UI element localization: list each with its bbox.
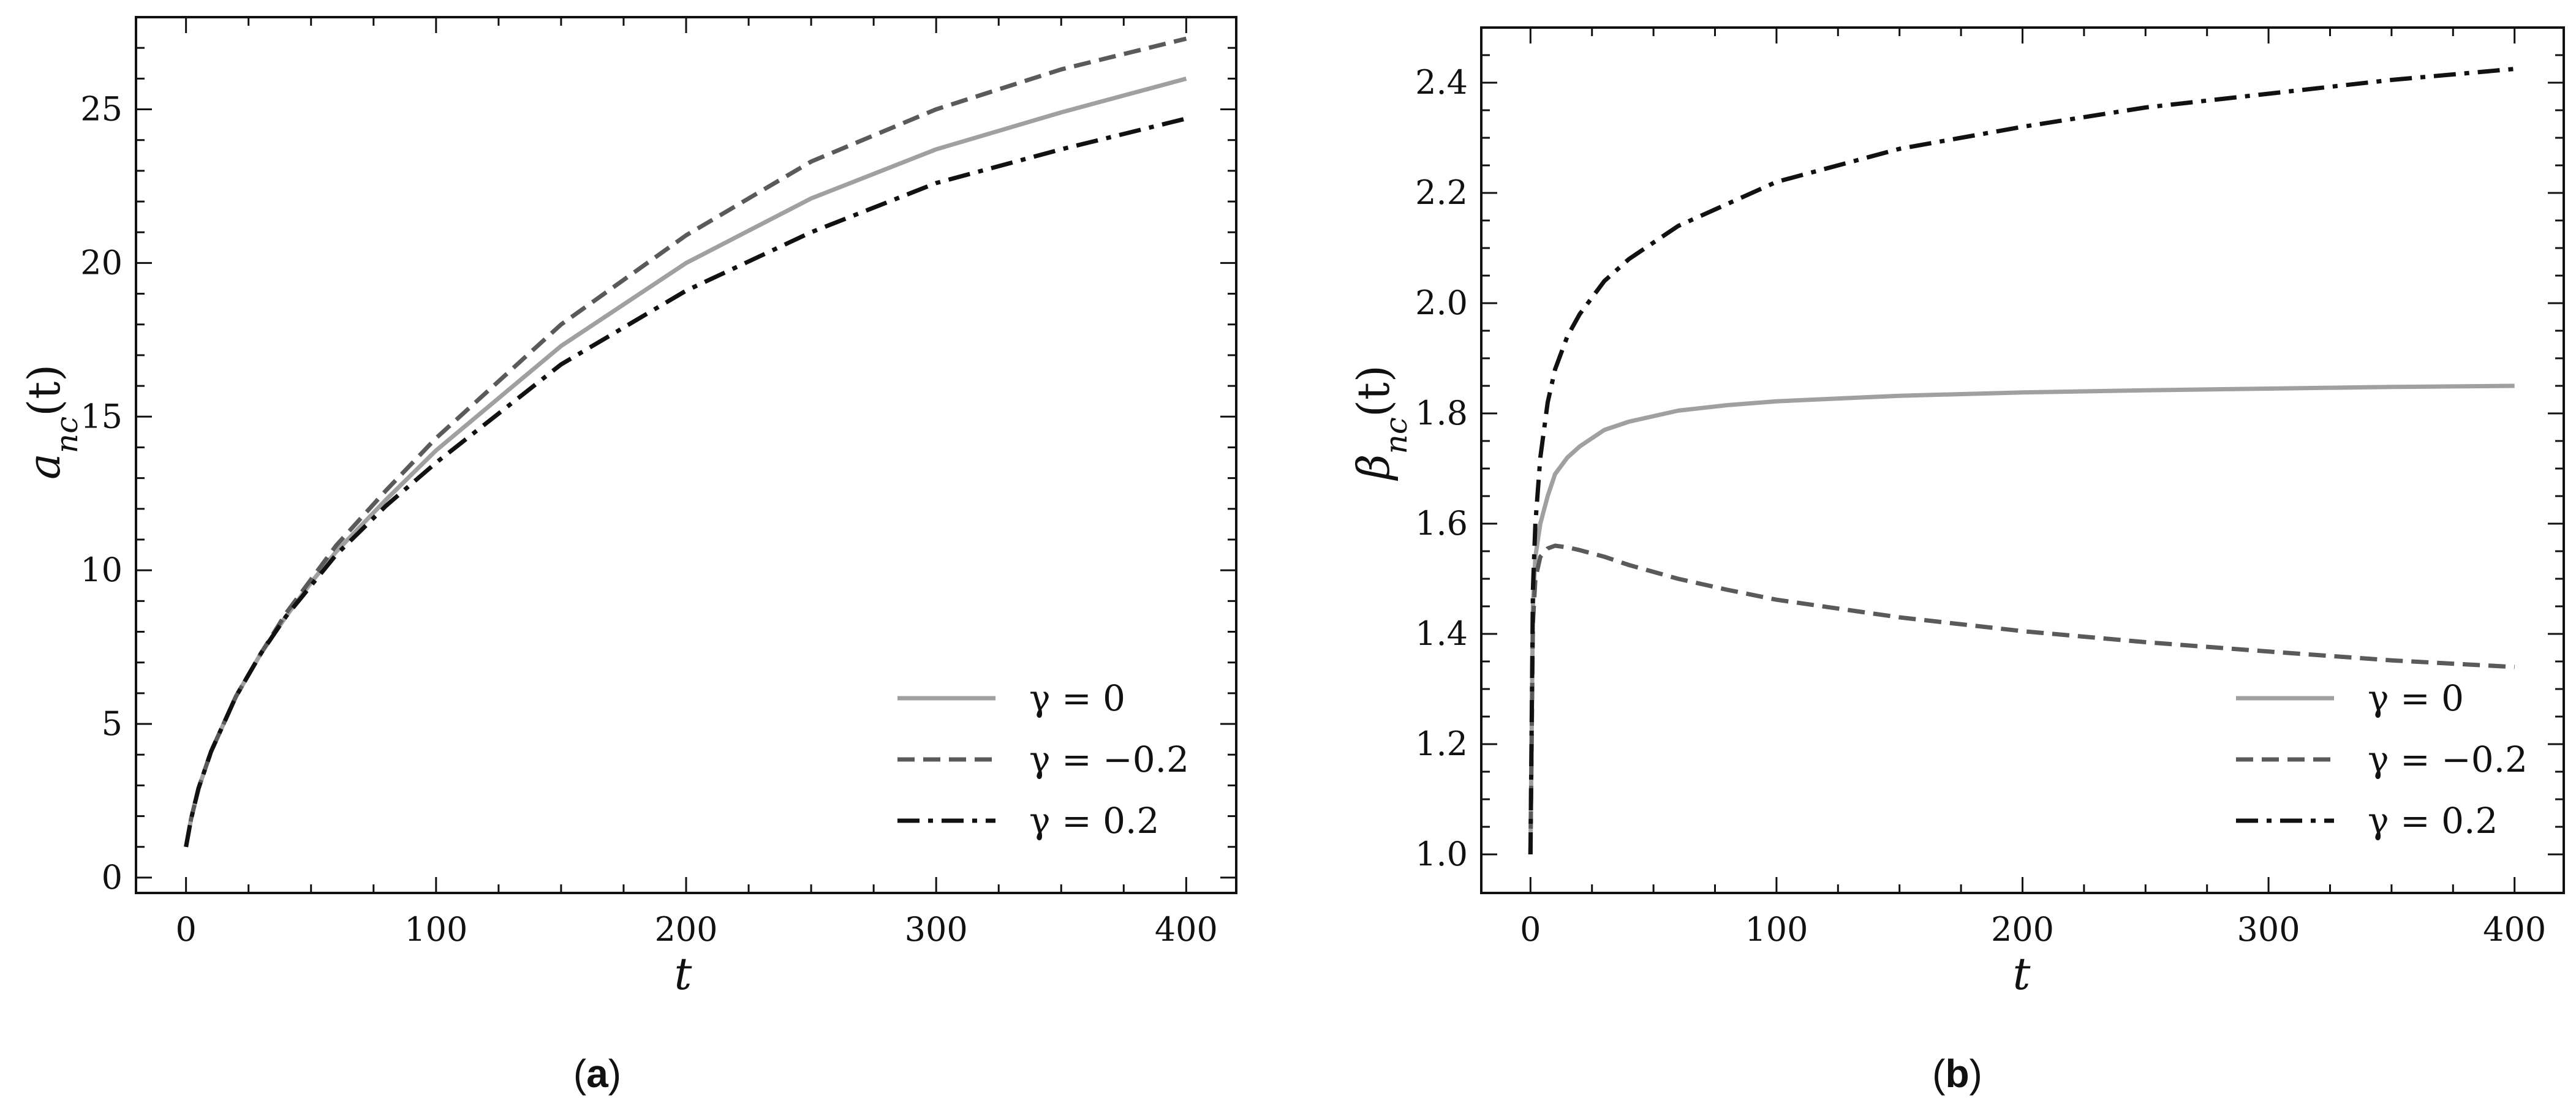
panel-b-caption-open: ( (1932, 1052, 1945, 1096)
panel-a-ytick-label: 15 (80, 397, 123, 435)
panel-a-xtick-label: 200 (654, 910, 717, 949)
panel-a-series-line-2 (184, 116, 1187, 848)
panel-b-xtick-label: 200 (1991, 910, 2054, 949)
panel-a-legend-label-0: γ = 0 (1029, 677, 1125, 719)
panel-b-legend-label-1: γ = −0.2 (2368, 739, 2528, 780)
panel-b-ytick-label: 1.6 (1415, 504, 1468, 543)
panel-b-legend-label-2: γ = 0.2 (2368, 800, 2498, 842)
panel-a-caption: (a) (573, 1052, 621, 1096)
panel-b-ytick-label: 1.0 (1415, 835, 1468, 873)
panel-b-ylabel-suffix: (t) (1348, 365, 1399, 417)
panel-a-ytick-label: 25 (80, 90, 123, 129)
panel-a-ytick-label: 20 (80, 243, 123, 282)
panel-b-series-line-0 (1528, 383, 2515, 855)
panel-a-ylabel-main: a (18, 453, 70, 480)
panel-b-caption: (b) (1932, 1052, 1982, 1096)
panel-a-ylabel-sub: nc (49, 416, 85, 453)
panel-a-caption-open: ( (573, 1052, 586, 1096)
panel-b-xtick-label: 0 (1520, 910, 1541, 949)
panel-b: βnc(t) t (b) 0 100 200 300 400 1.0 1.2 1.4 1.6 1.… (1348, 26, 2565, 1096)
panel-b-ytick-label: 2.0 (1415, 284, 1468, 322)
panel-b-xtick-label: 400 (2483, 910, 2546, 949)
panel-b-legend-label-0: γ = 0 (2368, 677, 2464, 719)
panel-a-ytick-label: 5 (102, 704, 123, 743)
panel-b-xlabel: t (2013, 948, 2031, 1000)
panel-b-xtick-label: 300 (2237, 910, 2300, 949)
panel-b-ytick-label: 2.4 (1415, 63, 1468, 102)
panel-b-ytick-label: 1.8 (1415, 394, 1468, 432)
panel-b-ytick-label: 1.4 (1415, 614, 1468, 653)
panel-a-ytick-label: 0 (102, 858, 123, 897)
panel-a-xtick-label: 300 (905, 910, 968, 949)
panel-b-xtick-label: 100 (1745, 910, 1808, 949)
panel-b-caption-letter: b (1945, 1052, 1969, 1096)
panel-b-series-line-1 (1528, 543, 2515, 855)
panel-b-ylabel: βnc(t) (1348, 365, 1414, 481)
panel-a-caption-close: ) (608, 1052, 621, 1096)
panel-b-ytick-label: 2.2 (1415, 173, 1468, 212)
panel-a-series-line-0 (184, 77, 1187, 848)
panel-a-caption-letter: a (586, 1052, 608, 1096)
panel-a-ylabel-suffix: (t) (18, 364, 70, 416)
panel-a-series-line-1 (184, 36, 1187, 848)
panel-a-xtick-label: 100 (404, 910, 467, 949)
panel-b-ylabel-main: β (1348, 454, 1399, 481)
panel-b-ylabel-sub: nc (1378, 417, 1414, 454)
panel-a-legend-label-2: γ = 0.2 (1029, 800, 1159, 842)
panel-b-ytick-label: 1.2 (1415, 725, 1468, 763)
panel-a-ytick-label: 10 (80, 551, 123, 589)
panel-b-caption-close: ) (1970, 1052, 1982, 1096)
panel-a-xtick-label: 400 (1155, 910, 1218, 949)
panel-b-series-line-2 (1528, 67, 2515, 855)
panel-a-xlabel: t (674, 948, 693, 1000)
panel-a-ylabel: anc(t) (18, 364, 85, 480)
panel-a-legend-label-1: γ = −0.2 (1029, 739, 1189, 780)
panel-a-xtick-label: 0 (175, 910, 196, 949)
